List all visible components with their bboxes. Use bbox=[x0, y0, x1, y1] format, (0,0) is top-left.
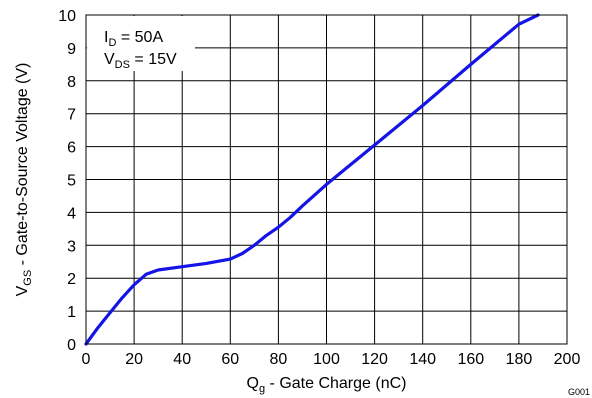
x-axis-title: Qg - Gate Charge (nC) bbox=[247, 375, 407, 395]
x-tick-label: 160 bbox=[457, 351, 484, 368]
y-tick-label: 9 bbox=[67, 41, 76, 58]
annotation-label: ID = 50A bbox=[104, 29, 163, 49]
x-tick-label: 0 bbox=[82, 351, 91, 368]
y-tick-label: 2 bbox=[67, 271, 76, 288]
y-tick-label: 7 bbox=[67, 107, 76, 124]
y-tick-label: 6 bbox=[67, 140, 76, 157]
y-tick-label: 5 bbox=[67, 173, 76, 190]
y-tick-label: 8 bbox=[67, 74, 76, 91]
series bbox=[84, 13, 540, 346]
annotation-label: VDS = 15V bbox=[104, 51, 177, 71]
y-tick-label: 1 bbox=[67, 304, 76, 321]
series-line bbox=[84, 13, 540, 346]
y-axis-title: VGS - Gate-to-Source Voltage (V) bbox=[14, 63, 34, 297]
x-tick-label: 40 bbox=[173, 351, 191, 368]
plot-frame bbox=[85, 14, 568, 345]
y-tick-label: 4 bbox=[67, 205, 76, 222]
x-tick-label: 180 bbox=[506, 351, 533, 368]
annotation-box bbox=[87, 16, 195, 71]
x-tick-label: 60 bbox=[221, 351, 239, 368]
tick-labels: 0 20 40 60 80 100 120 140 160 180 200 0 1 2 3 4 5 6 7 8 9 10 bbox=[58, 8, 580, 368]
x-tick-label: 20 bbox=[125, 351, 143, 368]
y-tick-label: 3 bbox=[67, 238, 76, 255]
x-tick-label: 140 bbox=[409, 351, 436, 368]
x-tick-label: 80 bbox=[270, 351, 288, 368]
y-tick-label: 10 bbox=[58, 8, 76, 25]
x-tick-label: 100 bbox=[313, 351, 340, 368]
figure-id: G001 bbox=[568, 387, 590, 397]
y-tick-label: 0 bbox=[67, 337, 76, 354]
x-tick-label: 200 bbox=[554, 351, 581, 368]
x-tick-label: 120 bbox=[361, 351, 388, 368]
